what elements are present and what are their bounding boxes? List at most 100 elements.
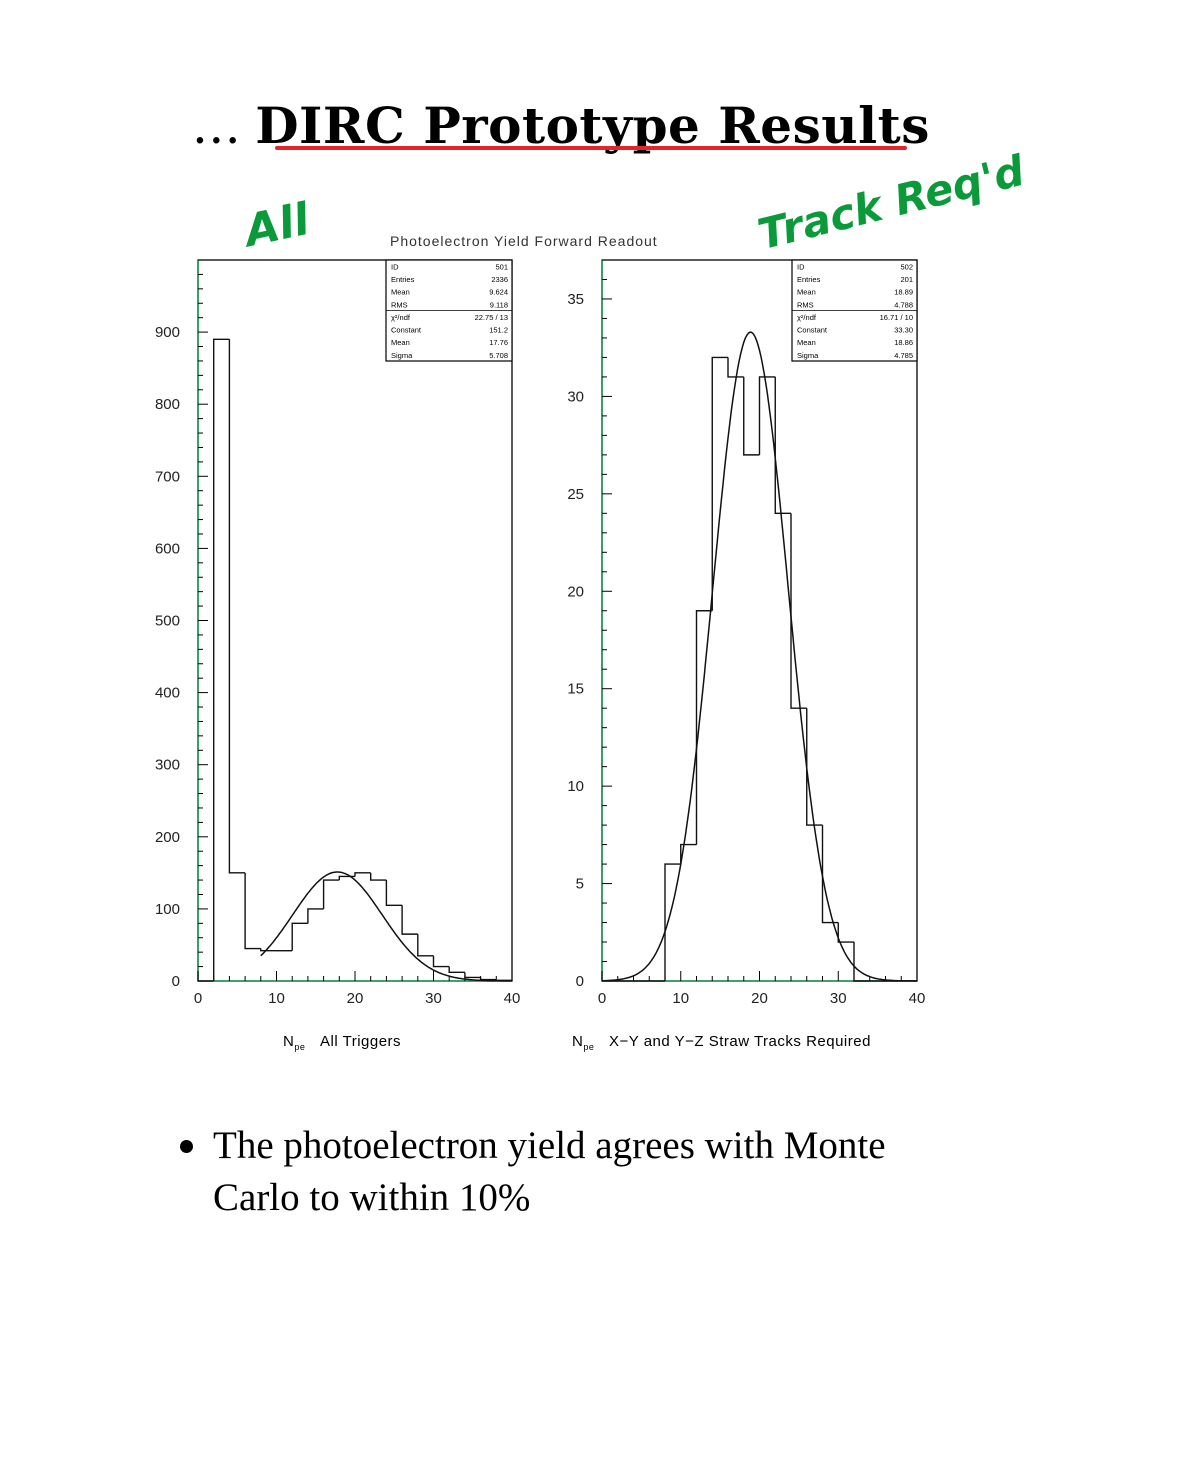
- stats-label: Sigma: [391, 351, 413, 360]
- y-tick-label: 300: [155, 757, 180, 774]
- histogram-bin: [448, 966, 465, 974]
- title-prefix: ...: [192, 97, 242, 155]
- y-tick-label: 25: [567, 486, 584, 503]
- y-tick-label: 20: [567, 583, 584, 600]
- x-tick-label: 30: [425, 990, 442, 1007]
- stats-value: 4.785: [894, 351, 913, 360]
- gaussian-fit-curve: [260, 871, 512, 982]
- stats-label: χ²/ndf: [797, 313, 817, 322]
- gaussian-fit-curve: [602, 331, 917, 982]
- stats-label: Mean: [391, 288, 410, 297]
- histogram-bin: [385, 880, 403, 906]
- stats-value: 2336: [491, 275, 508, 284]
- x-tick-label: 10: [268, 990, 285, 1007]
- y-tick-label: 400: [155, 685, 180, 702]
- histogram-bin: [291, 922, 308, 951]
- title-text: DIRC Prototype Results: [255, 96, 930, 155]
- x-axis-label-rest: All Triggers: [320, 1033, 402, 1050]
- y-tick-label: 35: [567, 291, 584, 308]
- x-tick-label: 0: [194, 990, 202, 1007]
- histogram-bin: [680, 843, 697, 865]
- x-axis-label-right: Npe X−Y and Y−Z Straw Tracks Required: [572, 1033, 871, 1052]
- stats-value: 16.71 / 10: [880, 313, 913, 322]
- histogram-bin: [322, 879, 340, 909]
- stats-label: RMS: [391, 300, 408, 309]
- x-axis-label-sub: pe: [294, 1042, 306, 1052]
- histogram-bin: [260, 948, 277, 952]
- x-tick-label: 30: [830, 990, 847, 1007]
- histogram-bin: [743, 376, 760, 456]
- y-tick-label: 15: [567, 681, 584, 698]
- stats-label: Mean: [797, 338, 816, 347]
- stats-value: 201: [900, 275, 913, 284]
- x-tick-label: 0: [598, 990, 606, 1007]
- histogram-bin: [711, 356, 728, 611]
- histogram-bin: [821, 825, 839, 924]
- histogram-bin: [664, 863, 681, 981]
- histogram-bin: [758, 376, 776, 455]
- stats-label: RMS: [797, 300, 814, 309]
- x-tick-label: 40: [909, 990, 926, 1007]
- histogram-bin: [417, 934, 434, 957]
- histogram-bin: [695, 610, 713, 845]
- y-tick-label: 200: [155, 829, 180, 846]
- histogram-bin: [432, 955, 450, 968]
- stats-value: 33.30: [894, 326, 913, 335]
- x-axis-label-main: N: [283, 1033, 295, 1050]
- stats-value: 501: [495, 262, 508, 271]
- x-tick-label: 10: [672, 990, 689, 1007]
- x-tick-label: 20: [751, 990, 768, 1007]
- x-axis-label-left: Npe All Triggers: [283, 1033, 401, 1052]
- stats-value: 18.89: [894, 288, 913, 297]
- bullet-text: The photoelectron yield agrees with Mont…: [213, 1124, 886, 1219]
- stats-value: 502: [900, 262, 913, 271]
- stats-box: ID 501 Entries 2336 Mean 9.624 RMS 9.118 χ²/ndf 2…: [385, 259, 513, 362]
- stats-value: 9.624: [489, 288, 508, 297]
- stats-value: 5.708: [489, 351, 508, 360]
- y-tick-label: 5: [576, 876, 584, 893]
- title-underline: [275, 146, 907, 150]
- plot-title: Photoelectron Yield Forward Readout: [390, 233, 658, 249]
- histogram-bin: [806, 708, 823, 826]
- page-title: ... DIRC Prototype Results: [192, 96, 930, 155]
- histogram-panel-0: 0 100 200 300 400 500 600 700 800 900 0 10 20 30 40 ID 5…: [155, 259, 520, 1007]
- y-tick-label: 30: [567, 388, 584, 405]
- histogram-bin: [401, 905, 418, 935]
- y-tick-label: 10: [567, 778, 584, 795]
- x-axis-label-main: N: [572, 1033, 584, 1050]
- x-tick-label: 20: [347, 990, 364, 1007]
- stats-label: Mean: [391, 338, 410, 347]
- stats-label: Constant: [391, 326, 422, 335]
- y-tick-label: 0: [172, 973, 180, 990]
- histogram-bin: [244, 872, 261, 950]
- histogram-bin: [853, 942, 870, 982]
- stats-label: Mean: [797, 288, 816, 297]
- stats-label: ID: [391, 262, 399, 271]
- histogram-bin: [774, 376, 791, 515]
- stats-value: 22.75 / 13: [475, 313, 508, 322]
- histogram-bin: [479, 977, 497, 981]
- x-axis-label-sub: pe: [583, 1042, 595, 1052]
- histogram-bin: [727, 357, 744, 378]
- y-tick-label: 900: [155, 324, 180, 341]
- y-tick-label: 500: [155, 613, 180, 630]
- stats-label: Entries: [797, 275, 821, 284]
- histogram-bin: [837, 922, 854, 943]
- stats-label: χ²/ndf: [391, 313, 411, 322]
- stats-label: ID: [797, 262, 805, 271]
- stats-value: 151.2: [489, 326, 508, 335]
- y-tick-label: 800: [155, 396, 180, 413]
- histogram-bars: [198, 338, 513, 982]
- histogram-bin: [354, 872, 371, 877]
- stats-value: 9.118: [490, 300, 508, 309]
- stats-label: Sigma: [797, 351, 819, 360]
- bullet-dot: [180, 1140, 193, 1153]
- y-tick-label: 100: [155, 901, 180, 918]
- histogram-bin: [790, 513, 807, 709]
- y-tick-label: 700: [155, 468, 180, 485]
- histogram-bin: [464, 972, 481, 979]
- stats-value: 4.788: [894, 300, 913, 309]
- stats-label: Entries: [391, 275, 415, 284]
- stats-box: ID 502 Entries 201 Mean 18.89 RMS 4.788 χ²/ndf 16…: [791, 259, 918, 362]
